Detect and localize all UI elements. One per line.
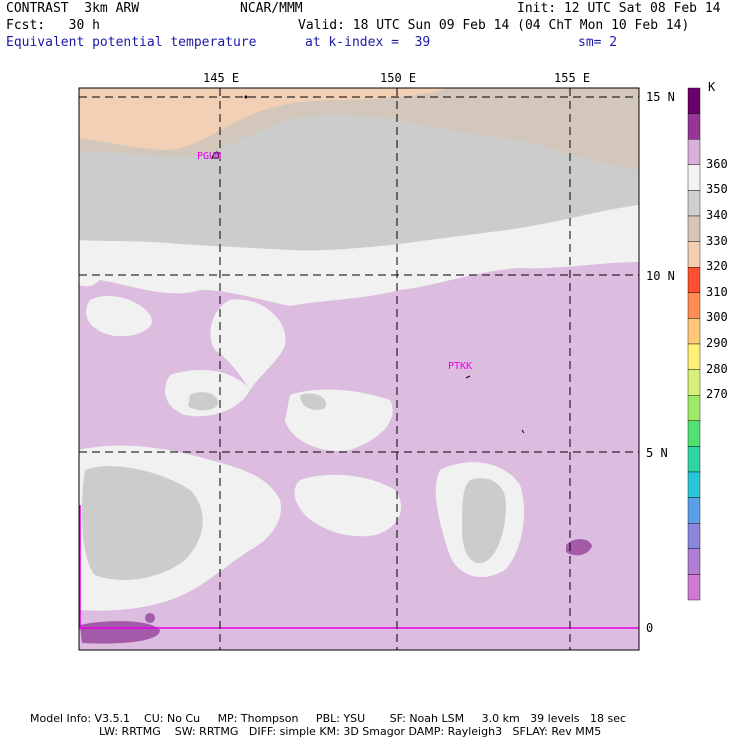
colorbar-tick-label: 300 xyxy=(706,310,728,325)
colorbar-swatch xyxy=(687,241,701,268)
field-gray-patch-small xyxy=(300,393,326,410)
lon-label-150: 150 E xyxy=(380,71,417,85)
colorbar-swatch xyxy=(687,343,701,370)
pohnpei-outline xyxy=(521,429,525,434)
colorbar-swatch xyxy=(687,369,701,396)
colorbar-swatch xyxy=(687,446,701,473)
level-info: at k-index = 39 xyxy=(305,35,431,50)
field-gray-patch-sw xyxy=(82,466,203,580)
colorbar-swatch xyxy=(687,497,701,524)
field-purple-mid-se xyxy=(566,539,592,556)
field-name: Equivalent potential temperature xyxy=(6,35,257,50)
colorbar xyxy=(687,87,701,601)
field-peach-region xyxy=(79,88,450,150)
field-white-lower-mid xyxy=(294,474,402,537)
colorbar-tick-label: 290 xyxy=(706,336,728,350)
colorbar-tick-label: 320 xyxy=(706,259,728,274)
colorbar-tick-label: 270 xyxy=(706,387,728,402)
chuuk-outline xyxy=(465,375,471,379)
colorbar-swatch xyxy=(687,548,701,575)
colorbar-tick-label: 310 xyxy=(706,284,728,299)
colorbar-tick-label: 330 xyxy=(706,233,728,248)
organization-label: NCAR/MMM xyxy=(240,1,303,16)
colorbar-swatch xyxy=(687,471,701,498)
field-gray-patch-mid xyxy=(188,392,219,411)
lat-label-0: 0 xyxy=(646,621,654,635)
colorbar-swatch xyxy=(687,523,701,550)
valid-time: Valid: 18 UTC Sun 09 Feb 14 (04 ChT Mon … xyxy=(298,18,690,33)
colorbar-swatch xyxy=(687,138,701,165)
colorbar-swatch xyxy=(687,318,701,345)
colorbar-swatch xyxy=(687,267,701,294)
colorbar-swatch xyxy=(687,395,701,422)
colorbar-swatch xyxy=(687,420,701,447)
station-label-pgum: PGUM xyxy=(197,151,222,162)
init-time: Init: 12 UTC Sat 08 Feb 14 xyxy=(517,1,721,16)
lat-label-15: 15 N xyxy=(646,90,675,104)
model-info-line1: Model Info: V3.5.1 CU: No Cu MP: Thompso… xyxy=(30,712,627,725)
lat-lon-grid xyxy=(79,88,639,650)
model-title: CONTRAST 3km ARW xyxy=(6,1,140,16)
colorbar-swatch xyxy=(687,87,701,114)
model-info-line2: LW: RRTMG SW: RRTMG DIFF: simple KM: 3D … xyxy=(99,725,602,738)
colorbar-swatch xyxy=(687,574,701,601)
colorbar-swatch xyxy=(687,292,701,319)
station-label-ptkk: PTKK xyxy=(448,361,473,372)
island-marker xyxy=(244,95,248,99)
lat-label-10: 10 N xyxy=(646,269,675,283)
colorbar-swatch xyxy=(687,164,701,191)
colorbar-tick-label: 280 xyxy=(706,361,728,376)
colorbar-tick-label: 360 xyxy=(706,156,728,171)
lon-label-145: 145 E xyxy=(203,71,240,85)
colorbar-tick-label: 340 xyxy=(706,208,728,222)
lat-label-5: 5 N xyxy=(646,446,668,460)
map-frame xyxy=(78,87,640,651)
field-gray-patch-se xyxy=(462,478,506,564)
guam-outline xyxy=(211,151,219,159)
field-purple-mid-spot xyxy=(145,613,155,623)
field-purple-mid-sw xyxy=(80,621,160,644)
forecast-hour: Fcst: 30 h xyxy=(6,18,100,33)
colorbar-swatch xyxy=(687,190,701,217)
lon-label-155: 155 E xyxy=(554,71,591,85)
smoothing-info: sm= 2 xyxy=(578,35,618,50)
colorbar-swatch xyxy=(687,215,701,242)
theta-e-field xyxy=(79,88,639,650)
field-white-patch-2 xyxy=(210,299,286,390)
colorbar-unit: K xyxy=(708,80,716,94)
colorbar-swatch xyxy=(687,113,701,140)
field-white-patch-1 xyxy=(86,295,152,337)
colorbar-tick-label: 350 xyxy=(706,182,728,197)
